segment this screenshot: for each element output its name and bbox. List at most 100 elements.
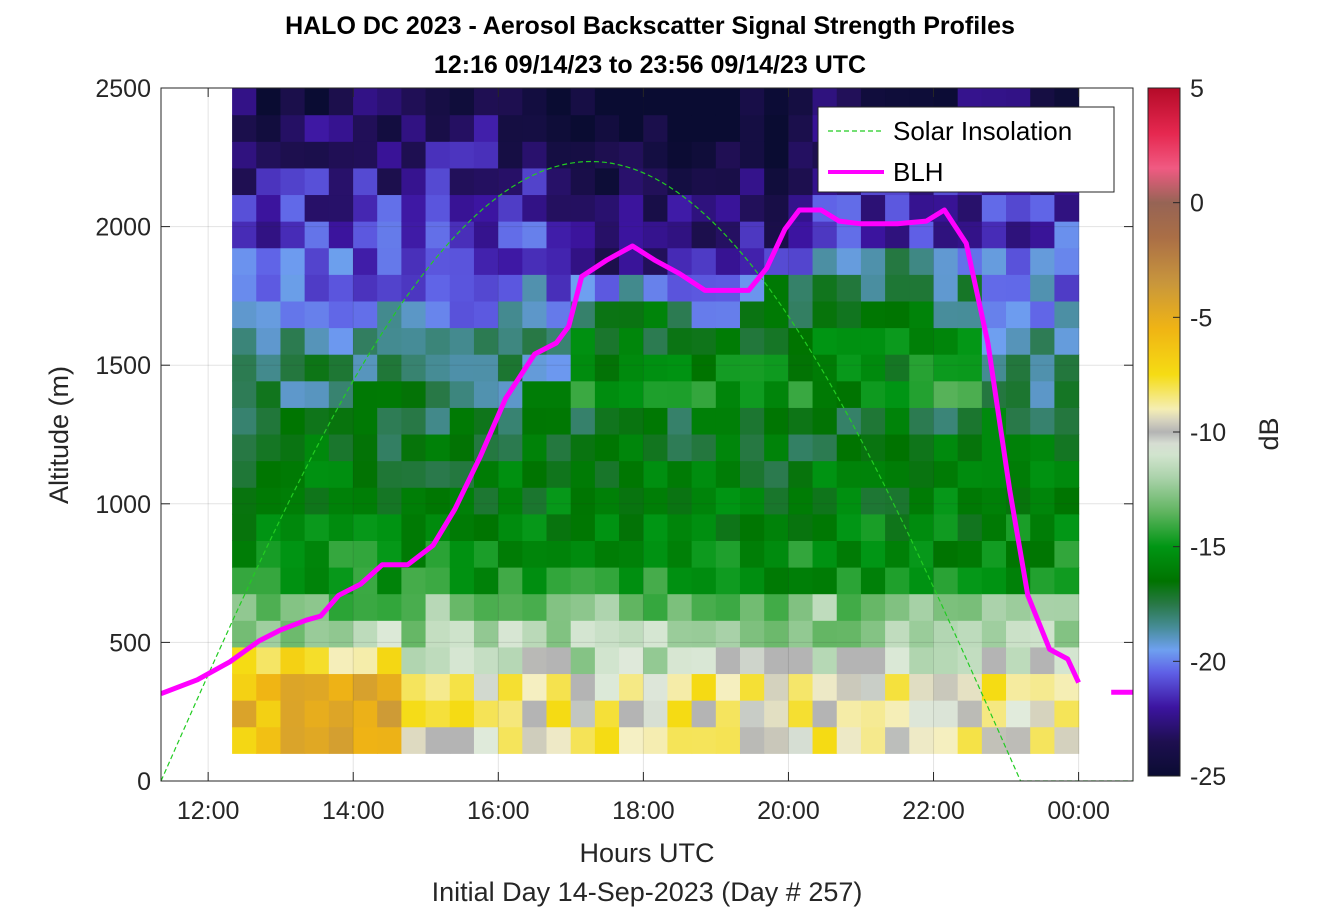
heatmap-cell <box>1054 700 1080 728</box>
heatmap-cell <box>353 221 378 249</box>
heatmap-cell <box>619 726 644 754</box>
heatmap-cell <box>425 726 451 754</box>
heatmap-cell <box>498 646 523 675</box>
heatmap-cell <box>981 646 1007 675</box>
heatmap-cell <box>691 646 717 675</box>
heatmap-cell <box>546 407 572 435</box>
heatmap-cell <box>860 327 886 355</box>
heatmap-cell <box>498 673 523 701</box>
y-axis-label: Altitude (m) <box>44 366 74 504</box>
heatmap-cell <box>594 700 620 728</box>
heatmap-cell <box>570 620 596 648</box>
heatmap-cell <box>328 646 354 675</box>
heatmap-cell <box>885 460 910 488</box>
heatmap-cell <box>280 700 306 728</box>
heatmap-cell <box>739 487 765 515</box>
heatmap-cell <box>353 620 378 648</box>
heatmap-cell <box>594 513 620 541</box>
heatmap-cell <box>377 221 402 249</box>
heatmap-cell <box>232 673 257 701</box>
heatmap-cell <box>739 327 765 355</box>
heatmap-cell <box>570 433 596 462</box>
heatmap-cell <box>812 460 838 488</box>
heatmap-cell <box>691 407 717 435</box>
heatmap-cell <box>353 274 378 302</box>
heatmap-cell <box>594 114 620 142</box>
heatmap-cell <box>715 567 741 595</box>
heatmap-cell <box>328 593 354 621</box>
heatmap-cell <box>498 726 523 754</box>
heatmap-cell <box>836 407 862 435</box>
heatmap-cell <box>764 327 789 355</box>
heatmap-cell <box>739 567 765 595</box>
heatmap-cell <box>860 487 886 515</box>
plot-frame <box>160 87 1134 782</box>
heatmap-cell <box>885 700 910 728</box>
heatmap-cell <box>353 726 378 754</box>
heatmap-cell <box>957 327 983 355</box>
heatmap-cell <box>1030 274 1056 302</box>
heatmap-cell <box>280 646 306 675</box>
heatmap-cell <box>1006 274 1031 302</box>
heatmap-cell <box>328 221 354 249</box>
heatmap-cell <box>449 167 475 196</box>
heatmap-cell <box>1006 380 1031 408</box>
heatmap-cell <box>788 88 814 116</box>
x-axis-ticks: 12:00 14:00 16:00 18:00 20:00 22:00 00:00 <box>177 88 1110 825</box>
heatmap-cell <box>691 300 717 329</box>
heatmap-cell <box>1006 327 1031 355</box>
heatmap-cell <box>691 354 717 382</box>
heatmap-cell <box>812 354 838 382</box>
heatmap-cell <box>232 194 257 222</box>
heatmap-cell <box>570 327 596 355</box>
heatmap-cell <box>643 726 669 754</box>
heatmap-cell <box>981 593 1007 621</box>
heatmap-cell <box>812 567 838 595</box>
heatmap-cell <box>764 194 789 222</box>
heatmap-cell <box>304 726 330 754</box>
heatmap-cell <box>377 327 402 355</box>
heatmap-cell <box>1054 354 1080 382</box>
heatmap-cell <box>425 700 451 728</box>
heatmap-cell <box>280 567 306 595</box>
heatmap-cell <box>425 540 451 568</box>
heatmap-cell <box>232 540 257 568</box>
heatmap-cell <box>546 673 572 701</box>
heatmap-cell <box>232 433 257 462</box>
heatmap-cell <box>739 620 765 648</box>
heatmap-cell <box>522 726 548 754</box>
heatmap-cell <box>280 513 306 541</box>
heatmap-cell <box>1054 513 1080 541</box>
heatmap-cell <box>232 300 257 329</box>
heatmap-cell <box>715 194 741 222</box>
heatmap-cell <box>643 300 669 329</box>
heatmap-cell <box>1054 593 1080 621</box>
heatmap-cell <box>304 274 330 302</box>
heatmap-cell <box>546 593 572 621</box>
heatmap-cell <box>764 726 789 754</box>
heatmap-cell <box>667 673 693 701</box>
heatmap-cell <box>957 646 983 675</box>
heatmap-cell <box>401 114 427 142</box>
heatmap-cell <box>933 407 959 435</box>
heatmap-cell <box>909 513 935 541</box>
heatmap-cell <box>377 433 402 462</box>
heatmap-cell <box>377 593 402 621</box>
heatmap-cell <box>256 167 282 196</box>
heatmap-cell <box>546 513 572 541</box>
heatmap-cell <box>328 327 354 355</box>
heatmap-cell <box>425 646 451 675</box>
heatmap-cell <box>691 513 717 541</box>
heatmap-cell <box>353 487 378 515</box>
heatmap-cell <box>594 194 620 222</box>
heatmap-cell <box>401 433 427 462</box>
heatmap-cell <box>1030 327 1056 355</box>
heatmap-cell <box>425 567 451 595</box>
colorbar-label: dB <box>1254 417 1284 450</box>
heatmap-cell <box>425 274 451 302</box>
heatmap-cell <box>909 646 935 675</box>
heatmap-cell <box>522 274 548 302</box>
heatmap-cell <box>449 114 475 142</box>
heatmap-cell <box>836 593 862 621</box>
heatmap-cell <box>328 380 354 408</box>
